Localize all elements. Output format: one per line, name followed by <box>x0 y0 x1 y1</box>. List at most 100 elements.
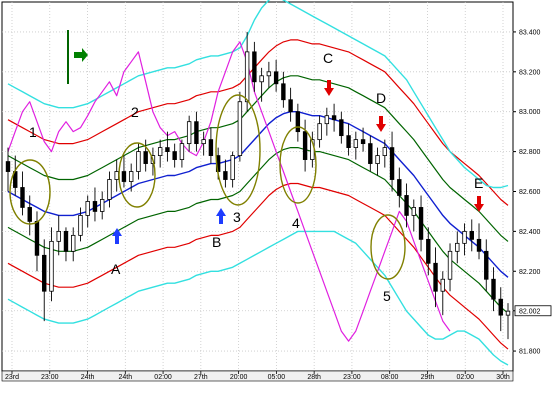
candle <box>252 41 257 92</box>
candle <box>223 159 228 188</box>
candle-body-down <box>5 161 11 172</box>
candle-body-up <box>382 147 388 156</box>
x-tick-label: 20:00 <box>230 374 248 381</box>
candle-body-up <box>455 242 460 252</box>
x-tick-label: 23:00 <box>41 374 59 381</box>
candle <box>5 147 11 192</box>
candle-body-up <box>324 115 330 125</box>
x-tick-label: 05:00 <box>268 374 286 381</box>
candle <box>360 127 366 152</box>
candle <box>42 239 47 322</box>
candle-body-up <box>78 215 83 236</box>
candle <box>368 135 373 172</box>
y-tick-label: 82.002 <box>519 308 541 315</box>
candle <box>281 71 286 108</box>
candle <box>237 91 243 162</box>
candle <box>172 143 177 168</box>
series-line-ma <box>7 110 509 278</box>
x-tick-label: 24th <box>118 374 132 381</box>
x-tick-label: 29th <box>421 374 435 381</box>
grid-layer <box>2 2 513 371</box>
candle <box>273 59 279 92</box>
candle <box>100 191 105 220</box>
candle <box>259 67 264 102</box>
candle <box>484 239 489 292</box>
candle-body-up <box>266 71 272 77</box>
candle-body-up <box>56 230 61 242</box>
candle <box>411 199 416 232</box>
circle-annotation-5 <box>370 214 406 280</box>
axis-layer: 83.400 83.200 83.000 82.800 82.600 82.400 82.2… <box>1 29 552 382</box>
candle <box>317 115 322 148</box>
candle <box>165 131 170 162</box>
candle <box>302 119 308 172</box>
candle <box>295 103 301 142</box>
y-tick-label: 83.400 <box>519 29 541 36</box>
candle <box>194 111 199 152</box>
candle-body-down <box>143 151 148 164</box>
candle <box>433 247 438 308</box>
candle-body-up <box>317 123 322 141</box>
candle <box>143 139 148 172</box>
candle-body-down <box>252 51 257 83</box>
candle <box>157 139 163 168</box>
down-arrow-icon-d <box>376 116 386 132</box>
annotation-label-4: 4 <box>292 215 300 231</box>
candle-body-up <box>411 207 416 216</box>
candle-body-down <box>418 207 424 240</box>
candle <box>179 139 185 168</box>
candle-body-down <box>331 115 337 121</box>
candle <box>27 195 32 236</box>
candle-body-down <box>121 171 127 182</box>
candle <box>63 227 69 262</box>
candle-body-up <box>447 250 453 280</box>
candle-body-up <box>71 234 76 252</box>
candle <box>426 227 431 276</box>
candle <box>288 87 293 122</box>
candle-body-up <box>128 171 134 182</box>
candle-body-down <box>63 230 69 252</box>
candle <box>128 163 134 192</box>
candle <box>107 171 112 208</box>
candle-body-up <box>179 143 185 160</box>
candle-layer <box>5 31 511 340</box>
candle-body-down <box>346 135 351 149</box>
circle-annotation-3 <box>215 94 261 206</box>
series-line-momentum <box>7 41 451 342</box>
candle-body-down <box>273 71 279 85</box>
last-price-box <box>514 305 552 317</box>
candle-body-up <box>375 155 380 164</box>
candle <box>389 131 395 192</box>
candle <box>447 243 453 292</box>
candle <box>121 155 127 188</box>
candle-body-down <box>360 139 366 145</box>
candle <box>71 227 76 262</box>
candle-body-up <box>114 171 119 180</box>
candle-body-down <box>223 171 228 180</box>
candle-body-down <box>34 221 40 256</box>
candle-body-up <box>505 310 511 316</box>
circle-annotation-2 <box>118 142 156 208</box>
candle <box>201 131 206 156</box>
candle-body-up <box>157 147 163 156</box>
candle-body-down <box>339 119 344 137</box>
up-arrow-icon-a <box>112 228 122 244</box>
candle-body-down <box>20 187 25 208</box>
candle <box>353 131 359 160</box>
candle-body-up <box>186 121 192 145</box>
annotation-label-d: D <box>376 90 386 106</box>
candle-body-down <box>368 143 373 164</box>
y-tick-label: 82.200 <box>519 269 541 276</box>
annotation-label-1: 1 <box>29 124 37 140</box>
candle <box>230 151 235 188</box>
candle <box>324 107 330 136</box>
candle-body-up <box>85 201 90 216</box>
candle <box>491 267 496 312</box>
circle-annotation-4 <box>279 126 317 204</box>
candle-body-up <box>440 278 445 292</box>
candle <box>498 287 503 332</box>
candle-body-up <box>462 230 467 244</box>
candle <box>462 223 467 256</box>
candle-body-down <box>476 238 482 252</box>
